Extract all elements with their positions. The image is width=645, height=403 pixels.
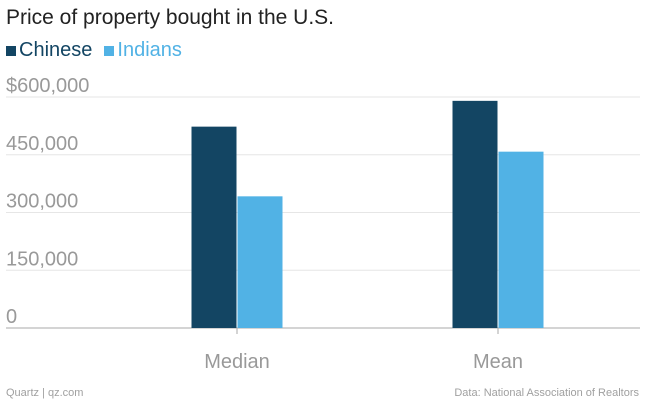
y-tick-label: 150,000 <box>6 248 78 270</box>
gridlines <box>6 96 640 329</box>
y-tick-label: 450,000 <box>6 133 78 155</box>
y-tick-label: 300,000 <box>6 191 78 213</box>
x-tick-label: Mean <box>473 351 523 373</box>
bar-indians-mean <box>498 151 544 328</box>
legend-label-indians: Indians <box>117 39 182 61</box>
bar-chinese-mean <box>452 100 498 328</box>
legend-swatch-chinese <box>6 45 16 56</box>
y-axis-ticks: 0 150,000 300,000 450,000 $600,000 <box>6 75 89 328</box>
legend-item-chinese: Chinese <box>6 39 92 62</box>
x-tick-label: Median <box>204 351 270 373</box>
y-tick-label: $600,000 <box>6 75 89 97</box>
y-tick-label: 0 <box>6 306 17 328</box>
chart-title: Price of property bought in the U.S. <box>6 6 335 29</box>
legend-item-indians: Indians <box>104 39 182 62</box>
legend-swatch-indians <box>104 45 115 56</box>
legend: Chinese Indians <box>6 39 194 62</box>
bar-chinese-median <box>191 126 237 329</box>
bar-indians-median <box>237 196 283 328</box>
x-axis-ticks: Median Mean <box>204 328 523 373</box>
footer-source-right: Data: National Association of Realtors <box>454 387 639 399</box>
bars <box>191 100 544 329</box>
footer-source-left: Quartz | qz.com <box>6 387 84 399</box>
legend-label-chinese: Chinese <box>19 39 93 61</box>
